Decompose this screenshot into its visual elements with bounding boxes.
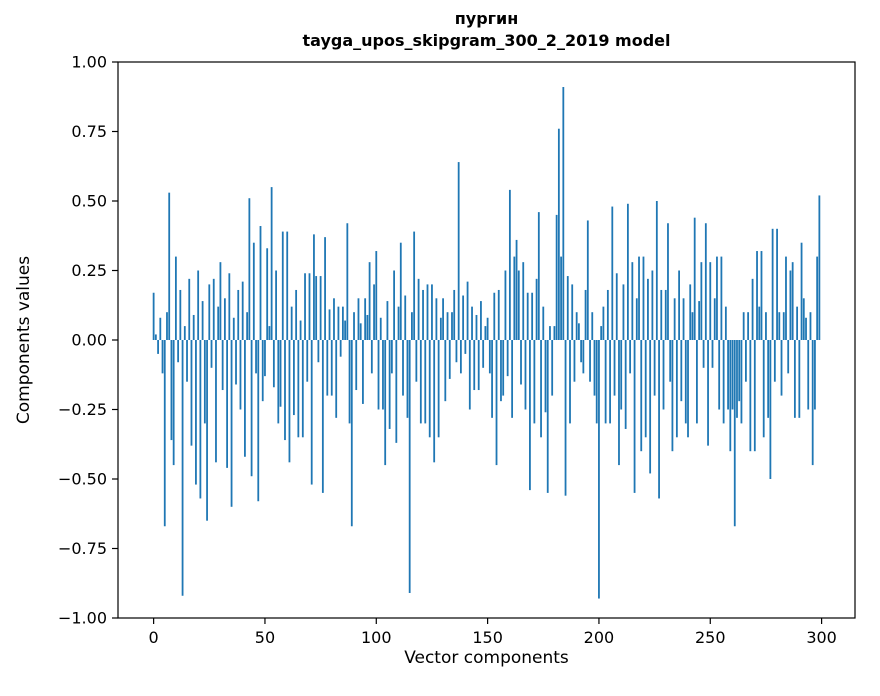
svg-text:1.00: 1.00 xyxy=(71,53,107,72)
chart-subtitle: tayga_upos_skipgram_300_2_2019 model xyxy=(302,31,671,50)
svg-text:100: 100 xyxy=(361,628,392,647)
svg-text:0.75: 0.75 xyxy=(71,122,107,141)
svg-text:150: 150 xyxy=(472,628,503,647)
svg-text:0.00: 0.00 xyxy=(71,331,107,350)
svg-text:300: 300 xyxy=(806,628,837,647)
svg-text:−0.25: −0.25 xyxy=(58,400,107,419)
svg-text:0.50: 0.50 xyxy=(71,192,107,211)
svg-text:50: 50 xyxy=(255,628,275,647)
svg-text:0.25: 0.25 xyxy=(71,261,107,280)
svg-text:0: 0 xyxy=(149,628,159,647)
svg-text:−1.00: −1.00 xyxy=(58,609,107,628)
svg-text:200: 200 xyxy=(584,628,615,647)
svg-text:−0.75: −0.75 xyxy=(58,539,107,558)
y-axis-label: Components values xyxy=(14,255,34,425)
svg-text:250: 250 xyxy=(695,628,726,647)
x-axis-label: Vector components xyxy=(404,648,569,668)
svg-text:−0.50: −0.50 xyxy=(58,470,107,489)
chart-title: пургин xyxy=(454,9,519,28)
